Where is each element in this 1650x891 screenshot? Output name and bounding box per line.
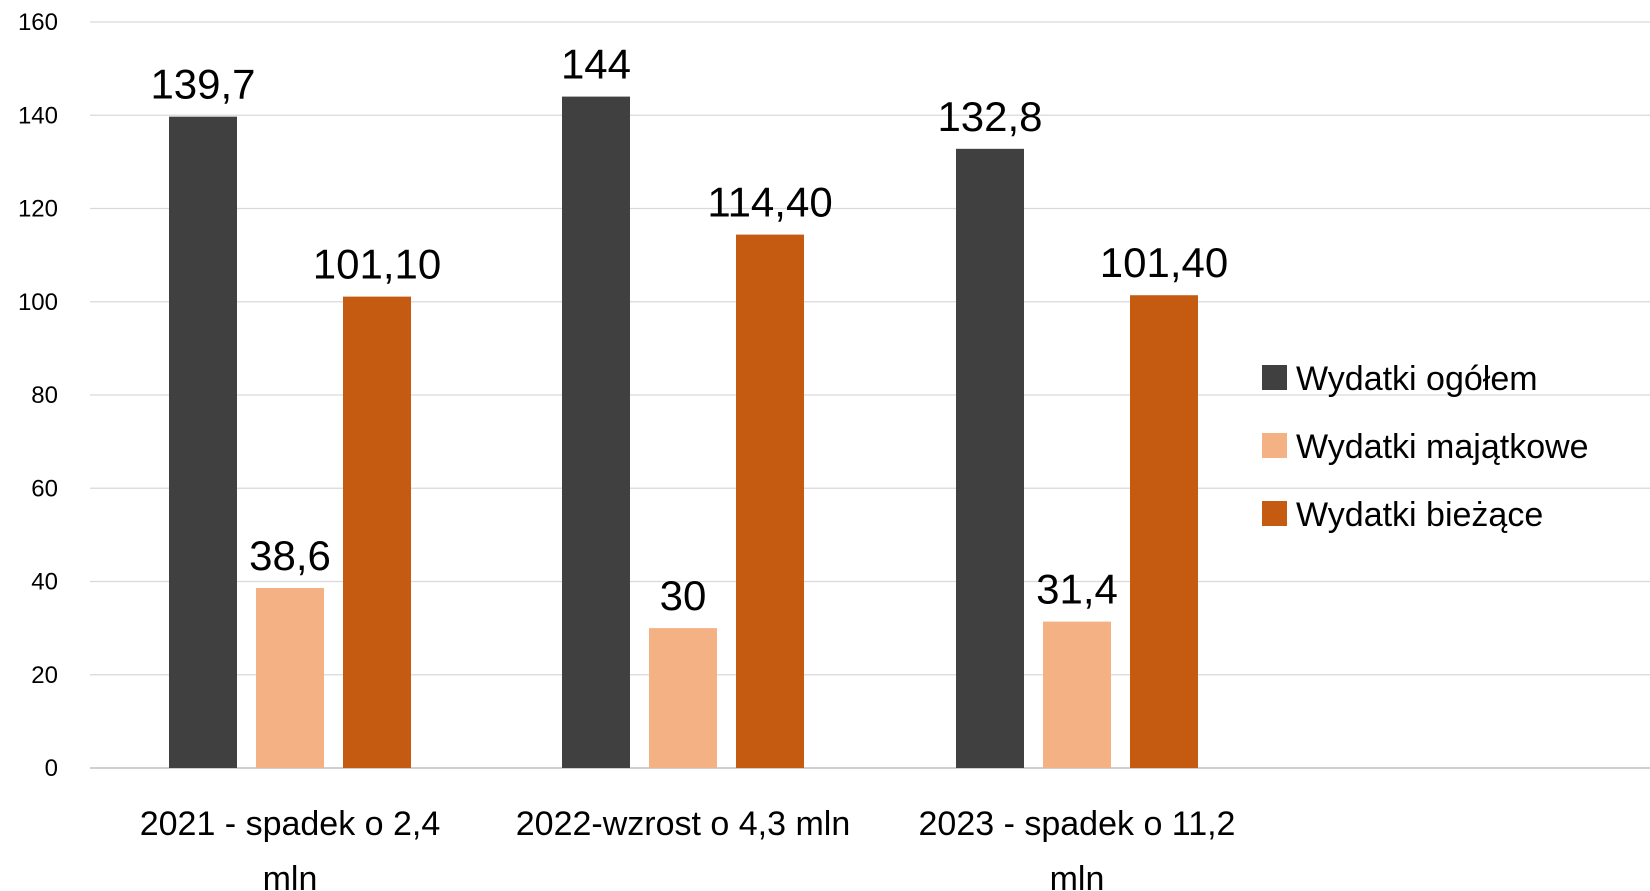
y-tick-label: 20 <box>31 662 58 689</box>
data-label: 101,40 <box>1100 239 1228 286</box>
bar-1-series-3 <box>343 296 411 768</box>
data-label: 30 <box>660 572 707 619</box>
legend-swatch <box>1262 501 1287 526</box>
y-tick-label: 160 <box>18 9 58 36</box>
x-category-label: mln <box>1050 860 1105 891</box>
y-tick-label: 40 <box>31 569 58 596</box>
data-label: 31,4 <box>1036 566 1118 613</box>
legend-label: Wydatki ogółem <box>1296 360 1538 398</box>
data-label: 38,6 <box>249 532 331 579</box>
y-tick-label: 80 <box>31 382 58 409</box>
data-label: 132,8 <box>937 93 1042 140</box>
y-axis: 0 20 40 60 80 100 120 140 160 <box>18 9 58 782</box>
y-tick-label: 0 <box>45 755 58 782</box>
bar-1-series-1 <box>169 116 237 769</box>
data-label: 101,10 <box>313 241 441 288</box>
bar-3-series-3 <box>1130 295 1198 768</box>
bars <box>169 96 1198 769</box>
y-tick-label: 60 <box>31 475 58 502</box>
data-label: 144 <box>561 41 631 88</box>
legend-label: Wydatki majątkowe <box>1296 428 1589 466</box>
x-category-label: 2022-wzrost o 4,3 mln <box>516 805 851 843</box>
bar-2-series-3 <box>736 234 804 769</box>
y-tick-label: 120 <box>18 196 58 223</box>
bar-1-series-2 <box>256 588 324 768</box>
bar-2-series-1 <box>562 96 630 769</box>
x-category-label: 2023 - spadek o 11,2 <box>919 805 1236 843</box>
bar-3-series-1 <box>956 148 1024 768</box>
x-category-label: 2021 - spadek o 2,4 <box>140 805 441 843</box>
bar-3-series-2 <box>1043 621 1111 768</box>
y-tick-label: 140 <box>18 102 58 129</box>
x-category-label: mln <box>263 860 318 891</box>
bar-2-series-2 <box>649 628 717 768</box>
legend: Wydatki ogółem Wydatki majątkowe Wydatki b… <box>1262 360 1589 534</box>
y-tick-label: 100 <box>18 289 58 316</box>
legend-swatch <box>1262 365 1287 390</box>
data-label: 114,40 <box>707 179 832 226</box>
legend-swatch <box>1262 433 1287 458</box>
data-labels: 139,7 38,6 101,10 144 30 114,40 132,8 31,4 101,4… <box>150 41 1228 620</box>
x-axis: 2021 - spadek o 2,4 mln 2022-wzrost o 4,3 … <box>140 805 1236 891</box>
legend-label: Wydatki bieżące <box>1296 496 1543 534</box>
data-label: 139,7 <box>150 61 255 108</box>
